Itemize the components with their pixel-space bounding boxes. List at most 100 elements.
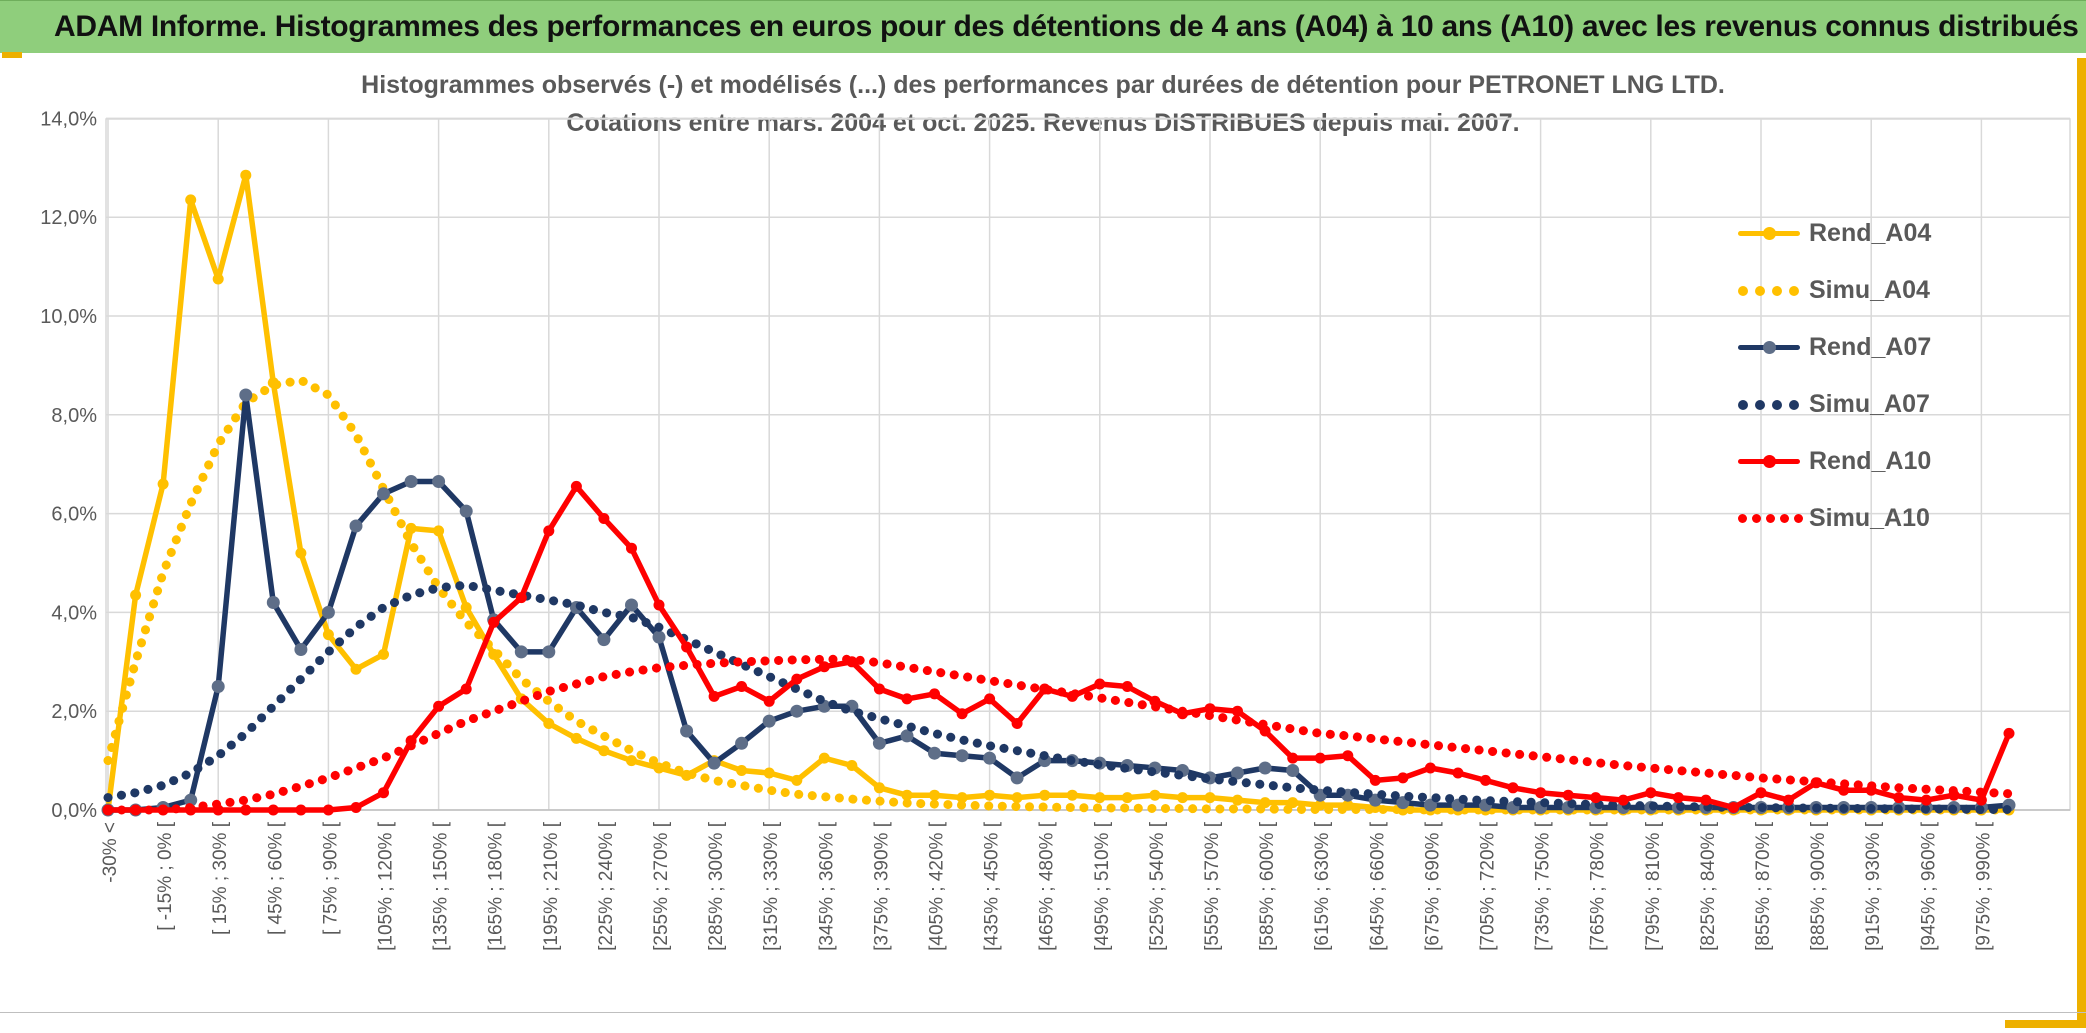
data-point-marker [846, 760, 858, 771]
data-point-marker [322, 629, 334, 641]
data-point-marker [1286, 764, 1300, 777]
y-axis-tick-label: 2,0% [51, 701, 97, 723]
data-point-marker [404, 475, 418, 488]
y-axis-tick-label: 0,0% [51, 800, 97, 822]
data-point-marker [1204, 792, 1216, 804]
legend-item-simu-a04[interactable]: Simu_A04 [1738, 262, 2038, 319]
data-point-marker [322, 804, 334, 816]
data-point-marker [1287, 752, 1299, 764]
legend-item-rend-a04[interactable]: Rend_A04 [1738, 205, 2038, 262]
legend-label: Simu_A10 [1809, 504, 1930, 532]
data-point-marker [873, 782, 885, 794]
data-point-marker [1700, 794, 1712, 806]
series-Simu_A07[interactable] [103, 580, 2014, 814]
series-Simu_A10[interactable] [103, 654, 2014, 815]
simu-a10-dotted-icon [1738, 514, 1804, 523]
x-axis-tick-label: [495% ; 510% [ [1092, 821, 1113, 951]
data-point-marker [1423, 798, 1437, 812]
x-axis-tick-label: [765% ; 780% [ [1588, 821, 1609, 951]
legend-item-rend-a07[interactable]: Rend_A07 [1738, 319, 2038, 376]
data-point-marker [1562, 789, 1574, 801]
data-point-marker [1010, 771, 1024, 785]
x-axis-tick-label: [135% ; 150% [ [431, 821, 452, 951]
data-point-marker [1397, 772, 1409, 784]
legend-item-simu-a10[interactable]: Simu_A10 [1738, 490, 2038, 547]
data-point-marker [157, 478, 169, 490]
sheet-divider-line [0, 1012, 2086, 1013]
data-point-marker [900, 729, 914, 743]
data-point-marker [1590, 792, 1602, 804]
data-point-marker [818, 661, 830, 673]
chart-legend: Rend_A04 Simu_A04 Rend_A07 Simu_A07 Rend… [1738, 205, 2038, 547]
sheet-title-bar: ADAM Informe. Histogrammes des performan… [0, 0, 2086, 53]
legend-label: Simu_A07 [1809, 390, 1930, 418]
data-point-marker [1369, 774, 1381, 786]
data-point-marker [1011, 718, 1023, 729]
data-point-marker [295, 547, 307, 559]
y-axis-tick-label: 4,0% [51, 602, 97, 624]
y-axis-tick-label: 12,0% [40, 207, 97, 229]
legend-item-simu-a07[interactable]: Simu_A07 [1738, 376, 2038, 433]
data-point-marker [598, 745, 610, 757]
data-point-marker [378, 648, 389, 660]
x-axis-tick-label: [585% ; 600% [ [1257, 821, 1278, 951]
data-point-marker [267, 804, 279, 816]
data-point-marker [984, 789, 996, 801]
x-axis-tick-label: [675% ; 690% [ [1422, 821, 1443, 951]
data-point-marker [791, 673, 803, 685]
y-axis-tick-label: 6,0% [51, 504, 97, 526]
page-title: ADAM Informe. Histogrammes des performan… [54, 10, 2079, 43]
x-axis-tick-label: [945% ; 960% [ [1918, 821, 1939, 951]
data-point-marker [1783, 794, 1794, 806]
data-point-marker [653, 599, 665, 611]
data-point-marker [955, 749, 969, 763]
data-point-marker [598, 513, 610, 524]
data-point-marker [515, 592, 527, 604]
x-axis-tick-label: [255% ; 270% [ [651, 821, 672, 951]
data-point-marker [901, 789, 913, 801]
data-point-marker [1039, 789, 1051, 801]
simu-a04-dotted-icon [1738, 285, 1804, 296]
legend-label: Rend_A04 [1809, 219, 1932, 247]
chart-title-line2: Cotations entre mars. 2004 et oct. 2025.… [566, 109, 1520, 137]
data-point-marker [1258, 761, 1272, 775]
data-point-marker [1232, 794, 1243, 806]
x-axis-tick-label: [465% ; 480% [ [1037, 821, 1058, 951]
data-point-marker [790, 704, 804, 718]
x-axis-tick-label: [705% ; 720% [ [1478, 821, 1499, 951]
legend-label: Rend_A10 [1809, 447, 1932, 475]
data-point-marker [1617, 794, 1629, 806]
x-axis-tick-label: [825% ; 840% [ [1698, 821, 1719, 951]
data-point-marker [1975, 794, 1987, 806]
data-point-marker [597, 633, 611, 647]
data-point-marker [1480, 774, 1491, 786]
data-point-marker [1121, 681, 1133, 692]
data-point-marker [1507, 782, 1519, 794]
legend-item-rend-a10[interactable]: Rend_A10 [1738, 433, 2038, 490]
data-point-marker [2003, 727, 2015, 739]
data-point-marker [570, 480, 582, 492]
y-axis-tick-label: 10,0% [40, 306, 97, 328]
data-point-marker [736, 765, 748, 776]
data-point-marker [1011, 792, 1023, 804]
data-point-marker [1121, 792, 1133, 804]
data-point-marker [184, 793, 198, 807]
data-point-marker [818, 752, 830, 764]
data-point-marker [488, 616, 500, 628]
data-point-marker [294, 643, 308, 656]
data-point-marker [1231, 766, 1244, 780]
data-point-marker [929, 789, 940, 801]
series-Simu_A04[interactable] [103, 375, 2014, 815]
series-Rend_A04[interactable] [105, 172, 2012, 813]
data-point-marker [1314, 752, 1326, 764]
data-point-marker [350, 802, 362, 813]
series-Rend_A07-markers [101, 388, 2016, 817]
x-axis-tick-label: [195% ; 210% [ [541, 821, 562, 951]
data-point-marker [872, 736, 886, 750]
x-axis-tick-label: -30% < [100, 822, 121, 883]
data-point-marker [185, 194, 197, 206]
data-point-marker [901, 693, 913, 705]
data-point-marker [543, 718, 555, 729]
data-point-marker [266, 596, 280, 609]
data-point-marker [1066, 789, 1078, 801]
